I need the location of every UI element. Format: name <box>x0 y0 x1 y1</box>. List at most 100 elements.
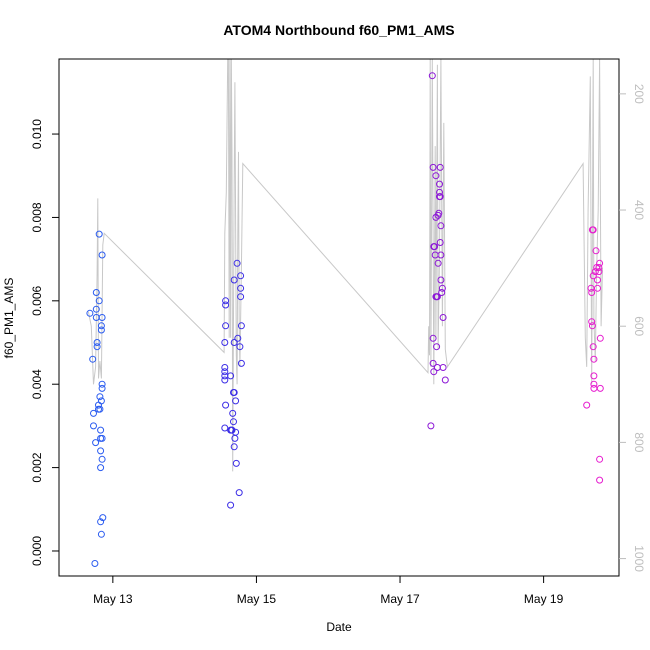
data-point <box>590 384 598 392</box>
x-tick-label: May 13 <box>93 592 133 606</box>
data-point <box>428 72 436 80</box>
data-point <box>97 530 105 538</box>
data-point <box>588 318 596 326</box>
data-point <box>98 434 106 442</box>
data-point <box>438 284 446 292</box>
data-point <box>98 384 106 392</box>
data-point <box>97 397 105 405</box>
altitude-line <box>87 59 603 472</box>
data-point <box>436 163 444 171</box>
data-point <box>237 272 245 280</box>
data-point <box>98 380 106 388</box>
data-point <box>438 289 446 296</box>
data-point <box>229 409 237 417</box>
data-point <box>95 297 103 305</box>
data-point <box>237 293 245 301</box>
data-point <box>97 322 105 330</box>
data-point <box>230 418 237 426</box>
data-point <box>441 376 449 384</box>
altitude-series <box>87 59 603 472</box>
data-point <box>435 209 443 217</box>
data-point <box>583 401 591 409</box>
data-point <box>98 314 106 321</box>
data-point <box>236 343 244 351</box>
data-point <box>429 334 437 342</box>
data-point <box>237 322 245 330</box>
data-point <box>232 428 240 436</box>
data-point <box>589 226 597 234</box>
y-axis-label: f60_PM1_AMS <box>2 278 16 359</box>
data-point <box>227 501 235 509</box>
data-point <box>97 464 105 472</box>
data-point <box>594 276 601 284</box>
data-point <box>590 372 598 380</box>
x-tick-label: May 15 <box>237 592 277 606</box>
data-point <box>232 459 240 467</box>
y2-tick-label: 600 <box>632 316 646 336</box>
data-point <box>92 289 100 296</box>
data-point <box>98 251 106 259</box>
data-point <box>596 384 604 392</box>
data-point <box>590 355 598 363</box>
data-point <box>437 276 445 284</box>
data-point <box>221 368 229 376</box>
data-point <box>436 180 443 188</box>
data-point <box>90 409 97 417</box>
data-point <box>235 489 243 497</box>
data-point <box>99 514 107 522</box>
data-point <box>222 401 230 409</box>
data-point <box>596 259 604 267</box>
data-point <box>596 334 604 342</box>
data-point <box>222 322 230 330</box>
data-point <box>433 343 441 351</box>
data-point <box>588 289 596 296</box>
data-point <box>230 389 238 396</box>
secondary-y-axis: 200 400 600 800 1000 <box>619 84 646 572</box>
chart-title: ATOM4 Northbound f60_PM1_AMS <box>223 22 454 38</box>
data-point <box>230 443 238 451</box>
data-point <box>431 243 438 251</box>
data-point <box>91 560 99 567</box>
y-axis: 0.000 0.002 0.004 0.006 0.008 0.010 <box>30 119 59 566</box>
data-point <box>589 272 597 280</box>
data-point <box>436 239 444 246</box>
y-tick-label: 0.010 <box>30 119 44 149</box>
data-point <box>433 364 441 371</box>
data-point <box>232 397 240 405</box>
data-point <box>95 230 103 238</box>
y-tick-label: 0.004 <box>30 369 44 399</box>
x-tick-label: May 17 <box>380 592 420 606</box>
data-point <box>439 314 447 321</box>
data-point <box>590 380 598 388</box>
x-axis-label: Date <box>326 620 352 634</box>
data-point <box>437 251 445 259</box>
data-point <box>436 193 444 201</box>
data-point <box>591 268 599 276</box>
data-point <box>596 476 604 484</box>
data-point <box>230 276 238 284</box>
data-point <box>221 364 229 371</box>
data-point <box>96 393 104 401</box>
data-point <box>433 293 441 301</box>
data-point <box>596 455 604 463</box>
data-point <box>228 426 236 434</box>
data-point <box>93 343 101 351</box>
y2-tick-label: 800 <box>632 432 646 452</box>
data-point <box>589 343 597 351</box>
data-point <box>437 222 445 230</box>
data-point <box>429 359 437 367</box>
data-point <box>592 247 600 255</box>
data-point <box>92 305 100 313</box>
data-point <box>237 359 245 367</box>
y-tick-label: 0.000 <box>30 536 44 566</box>
data-point <box>233 259 241 267</box>
data-point <box>222 297 230 305</box>
data-point <box>227 372 235 380</box>
data-point <box>230 339 238 346</box>
data-point <box>89 355 97 363</box>
y2-tick-label: 1000 <box>632 545 646 572</box>
points-layer <box>86 72 604 567</box>
data-point <box>234 334 242 342</box>
data-point <box>86 309 94 317</box>
data-point <box>97 326 105 334</box>
